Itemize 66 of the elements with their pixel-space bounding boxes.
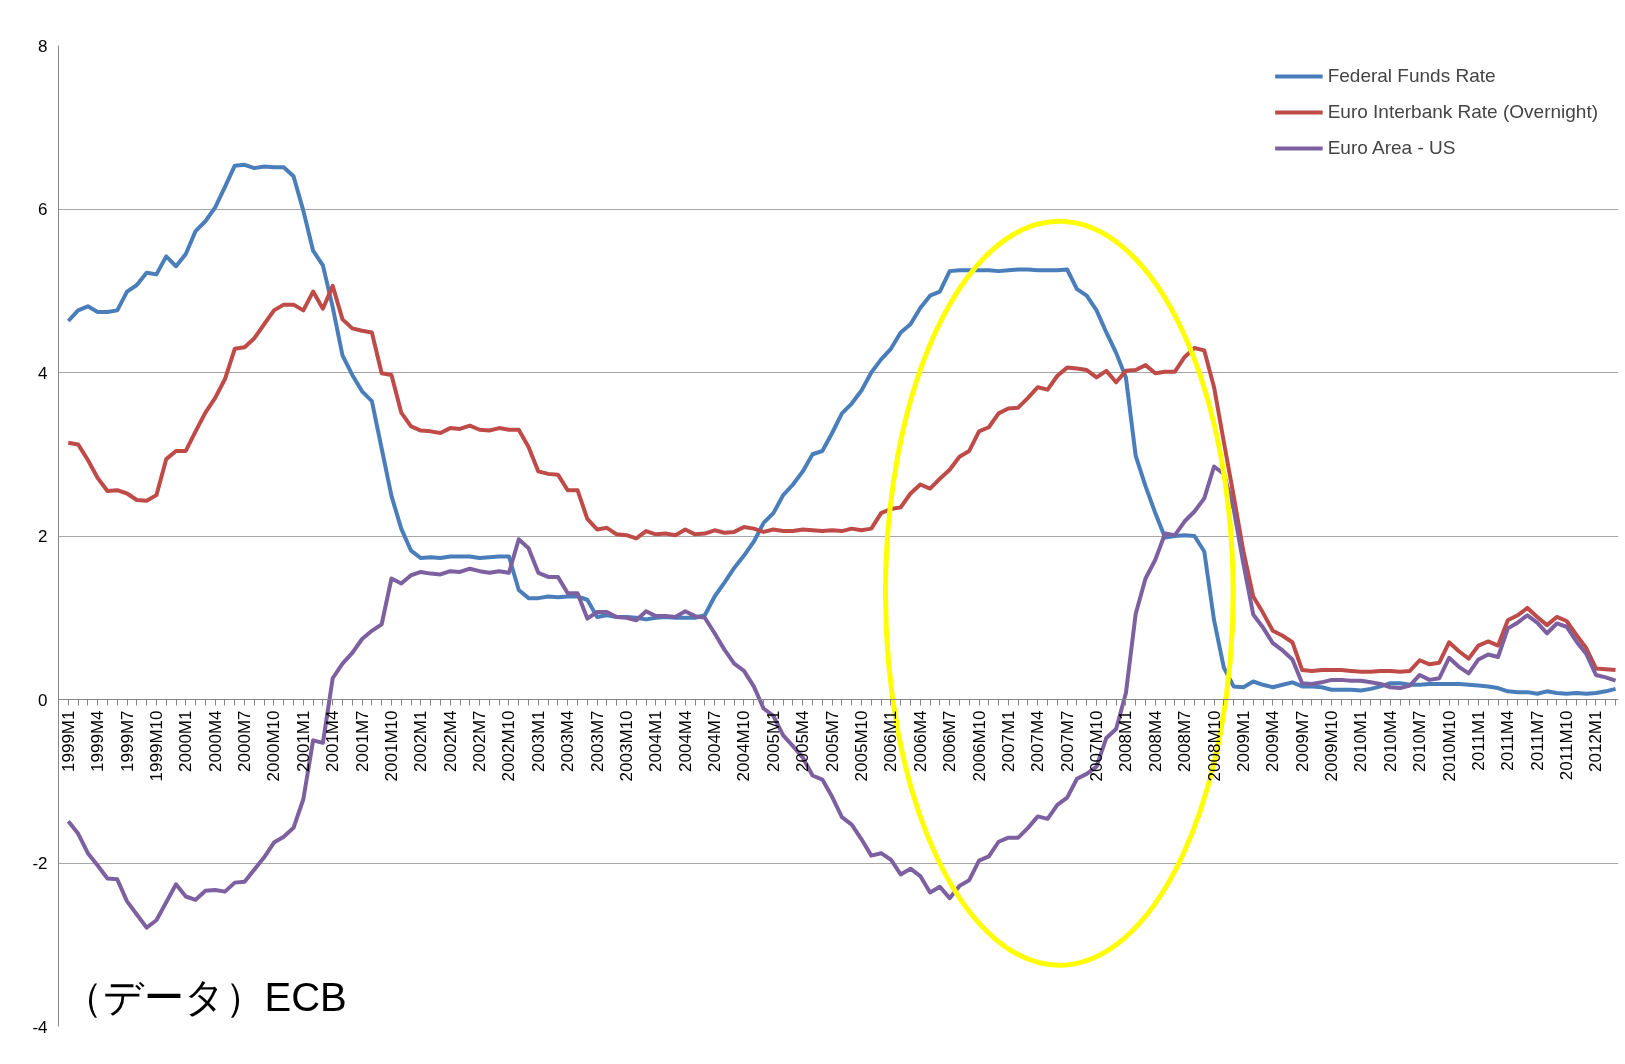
x-tick-label: 2007M4 (1028, 710, 1048, 772)
x-tick-label: 2002M1 (411, 710, 431, 772)
x-tick-label: 2011M1 (1468, 710, 1488, 771)
x-tick-label: 2006M1 (881, 710, 901, 772)
x-tick-label: 2003M4 (558, 710, 578, 772)
x-tick-label: 2006M10 (969, 710, 989, 782)
x-tick-label: 2003M1 (528, 710, 548, 772)
x-tick-label: 2004M10 (734, 710, 754, 782)
x-tick-label: 2008M7 (1175, 710, 1195, 772)
y-tick-label: -2 (32, 854, 48, 873)
x-tick-label: 2005M7 (822, 710, 842, 772)
x-tick-label: 2010M10 (1439, 710, 1459, 782)
x-tick-label: 2002M10 (499, 710, 519, 782)
y-tick-label: 8 (38, 36, 48, 56)
line-series (66, 283, 1618, 674)
x-tick-label: 2007M1 (998, 710, 1018, 772)
annotation: （データ）ECB (62, 974, 347, 1019)
x-tick-label: 2011M10 (1557, 710, 1577, 781)
x-tick-label: 2005M4 (793, 710, 813, 772)
x-tick-label: 2011M4 (1498, 710, 1518, 771)
x-tick-label: 2007M10 (1087, 710, 1107, 782)
x-tick-label: 2009M4 (1263, 710, 1283, 772)
x-tick-label: 2010M1 (1351, 710, 1371, 772)
x-tick-label: 2004M1 (646, 710, 666, 772)
x-tick-label: 2000M10 (264, 710, 284, 782)
x-tick-label: 2000M1 (176, 710, 196, 772)
legend-label: Euro Area - US (1327, 137, 1456, 159)
x-tick-label: 2010M4 (1380, 710, 1400, 772)
x-tick-label: 2003M7 (587, 710, 607, 772)
y-tick-label: 2 (38, 527, 48, 546)
x-tick-label: 2001M7 (352, 710, 372, 772)
y-tick-label: 4 (38, 363, 48, 383)
x-tick-label: 2004M4 (675, 710, 695, 772)
x-tick-label: 2005M10 (852, 710, 872, 782)
x-tick-label: 2004M7 (705, 710, 725, 772)
x-tick-label: 2012M1 (1586, 710, 1606, 772)
x-tick-label: 2007M7 (1057, 710, 1077, 772)
x-tick-label: 2011M7 (1527, 710, 1547, 771)
line-series (66, 162, 1618, 696)
x-tick-label: 2001M10 (381, 710, 401, 782)
x-tick-label: 2002M4 (440, 710, 460, 772)
legend-label: Euro Interbank Rate (Overnight) (1327, 101, 1598, 123)
y-tick-label: 0 (38, 690, 48, 710)
y-tick-label: -4 (32, 1017, 48, 1037)
x-tick-label: 2008M10 (1204, 710, 1224, 782)
x-tick-label: 2002M7 (470, 710, 490, 772)
x-tick-label: 2008M1 (1116, 710, 1136, 772)
x-tick-label: 1999M10 (146, 710, 166, 782)
x-tick-label: 2010M7 (1410, 710, 1430, 772)
y-tick-label: 6 (38, 200, 48, 219)
legend-label: Federal Funds Rate (1327, 65, 1496, 87)
x-tick-label: 1999M1 (58, 710, 78, 772)
x-tick-label: 2000M7 (235, 710, 255, 772)
x-tick-label: 1999M7 (117, 710, 137, 772)
x-tick-label: 2006M4 (910, 710, 930, 772)
x-tick-label: 2000M4 (205, 710, 225, 772)
x-tick-label: 2009M1 (1233, 710, 1253, 772)
x-tick-label: 2003M10 (616, 710, 636, 782)
x-tick-label: 2006M7 (940, 710, 960, 772)
x-tick-label: 2001M4 (323, 710, 343, 772)
x-tick-label: 2009M7 (1292, 710, 1312, 772)
x-tick-label: 1999M4 (88, 710, 108, 772)
x-tick-label: 2001M1 (293, 710, 313, 772)
x-tick-label: 2009M10 (1322, 710, 1342, 782)
x-tick-label: 2005M1 (763, 710, 783, 772)
x-tick-label: 2008M4 (1145, 710, 1165, 772)
